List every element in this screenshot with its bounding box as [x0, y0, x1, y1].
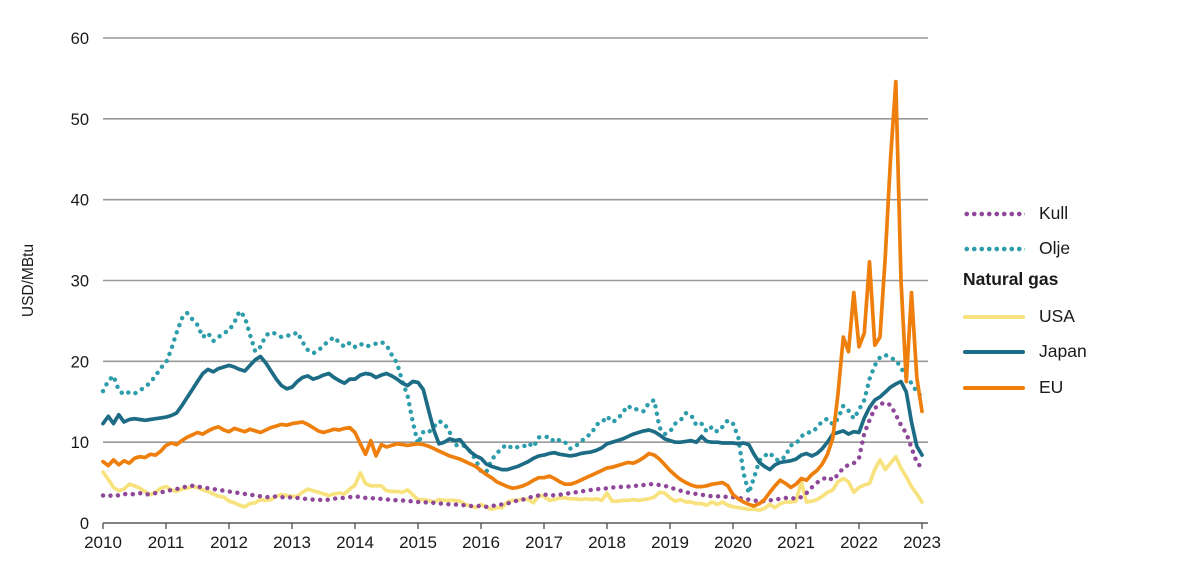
eu-line-swatch	[963, 385, 1025, 391]
y-tick-label-50: 50	[71, 111, 89, 129]
legend-item-olje: Olje	[963, 237, 1070, 261]
legend-item-kull: Kull	[963, 202, 1068, 226]
kull-dotted-line-swatch	[963, 211, 1025, 217]
y-tick-label-20: 20	[71, 353, 89, 371]
series-line-japan	[101, 354, 924, 472]
olje-dotted-line-swatch	[963, 246, 1025, 252]
y-axis-title: USD/MBtu	[20, 244, 37, 317]
x-tick-label-2016: 2016	[462, 533, 500, 552]
x-tick-label-2023: 2023	[903, 533, 941, 552]
legend-label-usa: USA	[1039, 306, 1075, 327]
legend-item-eu: EU	[963, 376, 1063, 400]
legend-item-japan: Japan	[963, 340, 1087, 364]
x-tick-label-2018: 2018	[588, 533, 626, 552]
series-line-usa	[101, 454, 924, 512]
x-tick-label-2014: 2014	[336, 533, 374, 552]
japan-line-swatch	[963, 349, 1025, 355]
legend-label-eu: EU	[1039, 377, 1064, 398]
x-tick-label-2012: 2012	[210, 533, 248, 552]
x-tick-label-2011: 2011	[148, 533, 185, 552]
x-tick-label-2017: 2017	[525, 533, 563, 552]
y-tick-label-40: 40	[71, 192, 89, 210]
y-tick-label-60: 60	[71, 30, 89, 48]
legend-item-usa: USA	[963, 305, 1075, 329]
legend-label-olje: Olje	[1039, 238, 1071, 259]
legend-label-kull: Kull	[1039, 203, 1069, 224]
x-tick-label-2015: 2015	[399, 533, 437, 552]
x-tick-label-2022: 2022	[840, 533, 878, 552]
x-tick-label-2013: 2013	[273, 533, 311, 552]
y-tick-label-0: 0	[80, 515, 89, 533]
y-tick-label-10: 10	[71, 434, 89, 452]
x-tick-label-2021: 2021	[777, 533, 815, 552]
series-line-eu	[101, 79, 924, 508]
chart-legend: Kull Olje Natural gas USA Japan EU	[963, 0, 1195, 569]
usa-line-swatch	[963, 314, 1025, 320]
x-tick-label-2010: 2010	[84, 533, 122, 552]
y-tick-label-30: 30	[71, 273, 89, 291]
series-line-kull	[100, 400, 925, 510]
legend-group-header-natural-gas: Natural gas	[963, 269, 1059, 289]
x-tick-label-2020: 2020	[714, 533, 752, 552]
legend-label-japan: Japan	[1039, 341, 1087, 362]
x-tick-label-2019: 2019	[651, 533, 689, 552]
series-line-olje	[100, 307, 925, 501]
